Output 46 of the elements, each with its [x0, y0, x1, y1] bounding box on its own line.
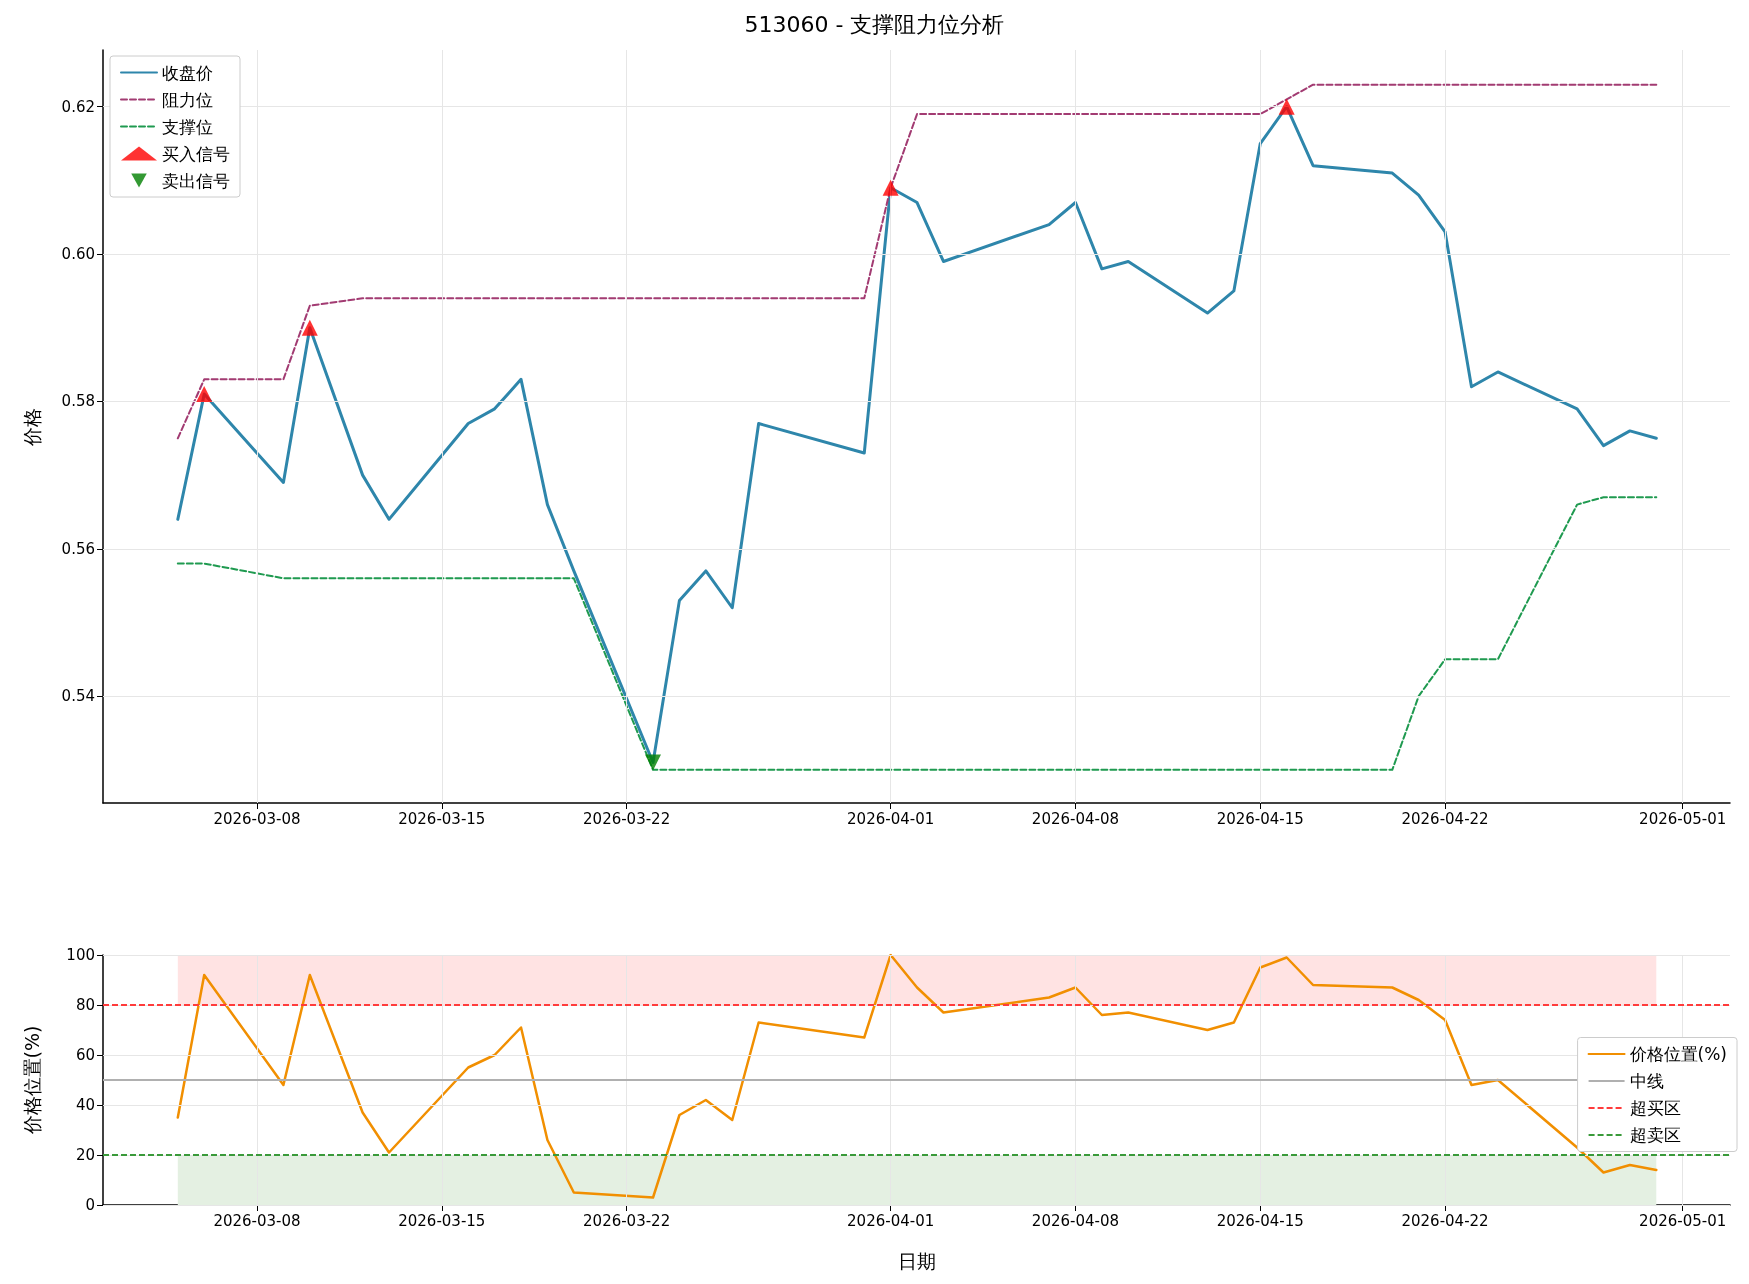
- point: [196, 386, 213, 403]
- y-tick-label: 60: [75, 1046, 95, 1064]
- x-tick-label: 2026-04-08: [1031, 809, 1120, 828]
- legend-label: 阻力位: [162, 89, 213, 110]
- x-tick-label: 2026-03-08: [213, 809, 301, 828]
- y-axis-title: 价格: [20, 407, 43, 447]
- legend-label: 超买区: [1629, 1098, 1681, 1118]
- x-tick-label: 2026-04-22: [1401, 809, 1489, 828]
- x-tick-label: 2026-04-01: [847, 809, 935, 828]
- x-tick-label: 2026-05-01: [1639, 1211, 1727, 1230]
- y-axis-title: 价格位置(%): [20, 1025, 43, 1136]
- x-tick-label: 2026-03-15: [398, 809, 486, 828]
- legend-label: 卖出信号: [162, 170, 230, 191]
- point: [645, 754, 662, 771]
- legend-label: 收盘价: [162, 62, 213, 83]
- x-tick-label: 2026-04-08: [1031, 1211, 1120, 1230]
- legend-label: 买入信号: [162, 143, 230, 164]
- chart-title: 513060 - 支撑阻力位分析: [744, 11, 1005, 37]
- y-tick-label: 0.58: [61, 392, 95, 411]
- legend-label: 超卖区: [1629, 1125, 1681, 1145]
- x-tick-label: 2026-04-22: [1401, 1211, 1489, 1230]
- y-tick-label: 20: [75, 1146, 95, 1164]
- x-axis-title: 日期: [897, 1249, 936, 1272]
- y-tick-label: 0.56: [61, 539, 95, 558]
- y-tick-label: 0: [85, 1196, 95, 1214]
- x-tick-label: 2026-03-08: [213, 1211, 301, 1230]
- x-tick-label: 2026-03-22: [583, 809, 671, 828]
- y-tick-label: 40: [75, 1096, 95, 1114]
- legend-label: 支撑位: [162, 116, 213, 137]
- x-tick-label: 2026-04-01: [847, 1211, 935, 1230]
- point: [301, 319, 318, 336]
- legend-label: 价格位置(%): [1628, 1044, 1727, 1064]
- line-series: [176, 496, 1658, 771]
- y-tick-label: 80: [75, 996, 95, 1014]
- x-tick-label: 2026-03-22: [583, 1211, 671, 1230]
- x-tick-label: 2026-03-15: [398, 1211, 486, 1230]
- y-tick-label: 0.62: [61, 97, 95, 116]
- x-tick-label: 2026-05-01: [1639, 809, 1727, 828]
- y-tick-label: 0.54: [61, 687, 95, 706]
- x-tick-label: 2026-04-15: [1216, 809, 1304, 828]
- x-tick-label: 2026-04-15: [1216, 1211, 1304, 1230]
- point: [1278, 98, 1295, 115]
- point: [882, 179, 899, 196]
- y-tick-label: 100: [66, 946, 95, 964]
- y-tick-label: 0.60: [61, 245, 95, 264]
- ref-line-label: 中线: [1629, 1071, 1664, 1091]
